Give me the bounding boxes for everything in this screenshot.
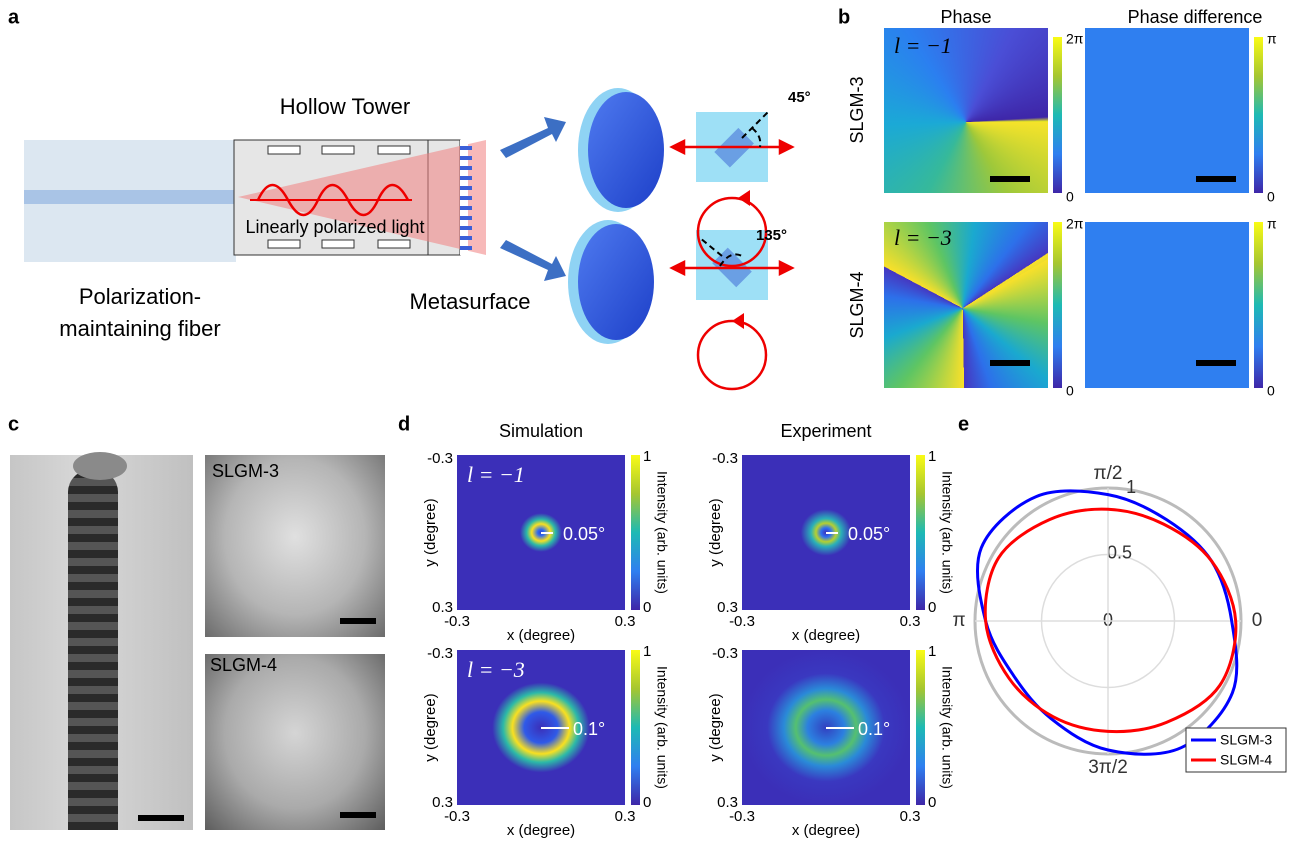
colorbar-min: 0 (643, 599, 651, 616)
metasurface-label: Metasurface (409, 289, 530, 314)
arrow (500, 117, 566, 158)
figure: a b c d e Hollow Tower Linearly polarize… (0, 0, 1296, 841)
colorbar-max: 1 (928, 448, 936, 465)
tower-tip (73, 452, 127, 480)
tick-label: -0.3 (444, 613, 470, 630)
radius-label: 0.05° (563, 524, 605, 544)
fiber-label: maintaining fiber (59, 316, 220, 341)
tick-label: -0.3 (427, 450, 453, 467)
tick-label: 0.3 (900, 613, 921, 630)
tick-label: -0.3 (729, 808, 755, 825)
x-axis-label: x (degree) (792, 627, 860, 644)
theta-tick-label: π/2 (1094, 463, 1123, 484)
colorbar-min: 0 (1267, 189, 1275, 205)
tick-label: -0.3 (729, 613, 755, 630)
panel-label: e (958, 413, 969, 435)
colorbar-label: Intensity (arb. units) (939, 666, 955, 789)
colorbar-min: 0 (1066, 383, 1074, 399)
tick-label: -0.3 (712, 450, 738, 467)
scale-bar (138, 815, 184, 821)
tick-label: -0.3 (444, 808, 470, 825)
radius-label: 0.1° (858, 719, 890, 739)
colorbar-label: Intensity (arb. units) (654, 666, 670, 789)
colorbar-label: Intensity (arb. units) (654, 471, 670, 594)
fiber-label: Polarization- (79, 284, 201, 309)
column-title: Experiment (780, 421, 871, 441)
legend-label: SLGM-3 (1220, 732, 1272, 748)
r-tick-label: 1 (1126, 477, 1136, 497)
colorbar-min: 0 (1267, 383, 1275, 399)
radius-label: 0.05° (848, 524, 890, 544)
column-title: Simulation (499, 421, 583, 441)
r-tick-label: 0.5 (1107, 542, 1132, 562)
theta-tick-label: 0 (1252, 610, 1263, 631)
order-label: l = −1 (467, 462, 525, 487)
y-axis-label: y (degree) (422, 693, 439, 761)
image-label: SLGM-3 (212, 461, 279, 481)
y-axis-label: y (degree) (422, 498, 439, 566)
column-title: Phase (940, 7, 991, 27)
tick-label: -0.3 (427, 645, 453, 662)
row-label: SLGM-4 (847, 271, 867, 338)
panel-label: c (8, 413, 19, 435)
panel-label: b (838, 6, 850, 28)
y-axis-label: y (degree) (707, 693, 724, 761)
colorbar-max: π (1267, 216, 1277, 232)
radius-label: 0.1° (573, 719, 605, 739)
arrow (500, 240, 566, 281)
colorbar-max: 2π (1066, 216, 1084, 232)
colorbar-min: 0 (928, 599, 936, 616)
colorbar (631, 455, 640, 610)
image-label: SLGM-4 (210, 655, 277, 675)
figure-svg: a b c d e Hollow Tower Linearly polarize… (0, 0, 1296, 841)
colorbar-max: 1 (643, 643, 651, 660)
fiber-core (24, 190, 236, 204)
colorbar-min: 0 (643, 794, 651, 811)
tick-label: -0.3 (712, 645, 738, 662)
colorbar (1254, 222, 1263, 388)
order-label: l = −1 (894, 33, 952, 58)
angle-label: 45° (788, 89, 811, 106)
angle-label: 135° (756, 227, 787, 244)
theta-tick-label: π (952, 610, 965, 631)
colorbar (916, 455, 925, 610)
colorbar-min: 0 (1066, 189, 1074, 205)
colorbar (1053, 222, 1062, 388)
row-label: SLGM-3 (847, 76, 867, 143)
order-label: l = −3 (467, 657, 525, 682)
light-label: Linearly polarized light (245, 217, 424, 237)
colorbar (1053, 37, 1062, 193)
panel-d: Simulation Experiment 0.05° l = −1 -0.3 0.3 -0… (422, 421, 955, 839)
scale-bar (340, 618, 376, 624)
order-label: l = −3 (894, 225, 952, 250)
colorbar-max: 1 (928, 643, 936, 660)
colorbar (916, 650, 925, 805)
scale-bar (340, 812, 376, 818)
panel-label: d (398, 413, 410, 435)
metasurface-disc (588, 92, 664, 208)
theta-tick-label: 3π/2 (1088, 757, 1128, 778)
colorbar-max: 1 (643, 448, 651, 465)
colorbar-min: 0 (928, 794, 936, 811)
tower-label: Hollow Tower (280, 94, 410, 119)
tick-label: 0.3 (900, 808, 921, 825)
metasurface-disc (578, 224, 654, 340)
panel-label: a (8, 6, 20, 28)
y-axis-label: y (degree) (707, 498, 724, 566)
colorbar-label: Intensity (arb. units) (939, 471, 955, 594)
colorbar (631, 650, 640, 805)
x-axis-label: x (degree) (792, 822, 860, 839)
tick-label: 0.3 (615, 613, 636, 630)
colorbar-max: 2π (1066, 31, 1084, 47)
scale-bars (990, 176, 1236, 366)
column-title: Phase difference (1128, 7, 1263, 27)
tick-label: 0.3 (615, 808, 636, 825)
colorbar (1254, 37, 1263, 193)
legend-label: SLGM-4 (1220, 752, 1272, 768)
colorbar-max: π (1267, 31, 1277, 47)
x-axis-label: x (degree) (507, 627, 575, 644)
x-axis-label: x (degree) (507, 822, 575, 839)
